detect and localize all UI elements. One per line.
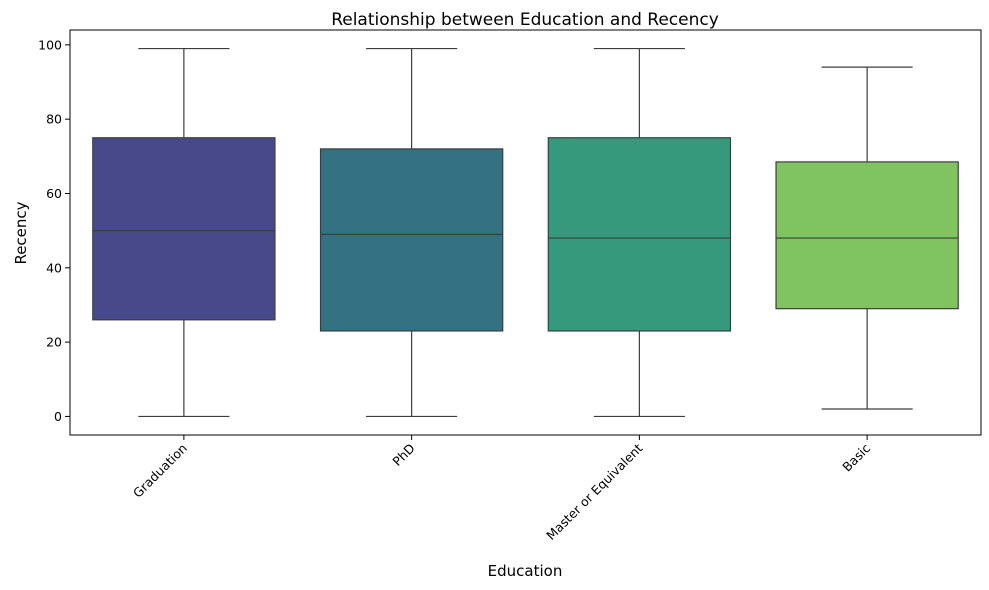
y-tick-label: 20 bbox=[46, 335, 62, 350]
chart-title: Relationship between Education and Recen… bbox=[331, 10, 719, 30]
x-axis-label: Education bbox=[488, 562, 563, 580]
iqr-box bbox=[92, 137, 276, 321]
y-tick-label: 0 bbox=[54, 409, 62, 424]
x-tick-label: Master or Equivalent bbox=[543, 440, 645, 542]
y-axis-label: Recency bbox=[12, 201, 30, 264]
iqr-box bbox=[775, 161, 959, 310]
plot-area: 0 20 40 60 80 100 Graduation PhD Master or Equiv… bbox=[38, 37, 959, 543]
y-tick-label: 40 bbox=[46, 260, 62, 275]
y-tick-label: 60 bbox=[46, 186, 62, 201]
x-tick-label: Graduation bbox=[130, 441, 190, 501]
box-group-master-or-equivalent bbox=[547, 47, 732, 418]
box-group-phd bbox=[319, 47, 504, 418]
box-group-graduation bbox=[92, 47, 276, 418]
x-tick-label: Basic bbox=[839, 440, 873, 474]
y-tick-label: 80 bbox=[46, 112, 62, 127]
plot-frame bbox=[69, 29, 982, 436]
x-tick-label: PhD bbox=[389, 441, 417, 469]
box-group-basic bbox=[775, 66, 959, 410]
iqr-box bbox=[319, 148, 504, 332]
iqr-box bbox=[547, 137, 732, 332]
y-tick-label: 100 bbox=[38, 37, 62, 52]
